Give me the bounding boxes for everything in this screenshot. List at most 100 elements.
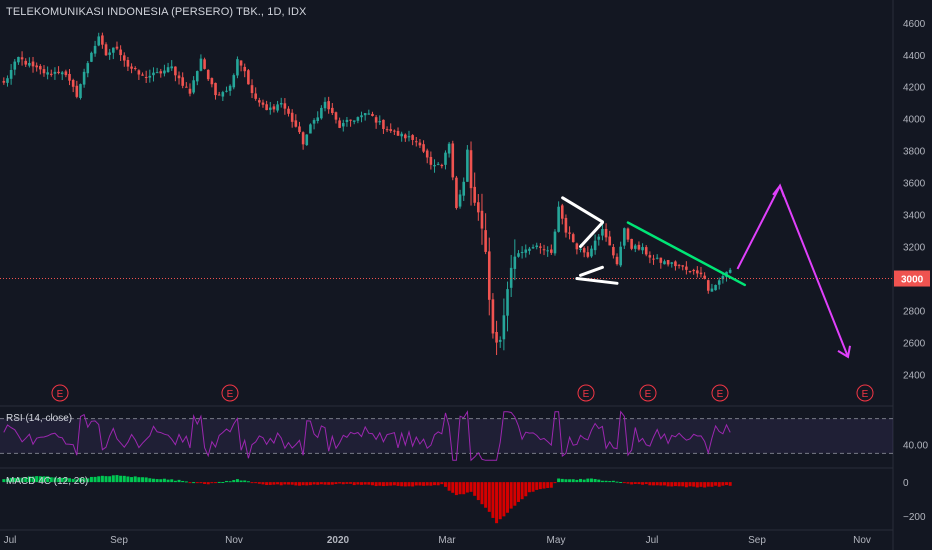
candle-body <box>199 58 203 71</box>
macd-bar <box>349 482 353 484</box>
candle-body <box>407 136 411 138</box>
macd-bar <box>290 482 294 485</box>
macd-bar <box>509 482 513 509</box>
candle-body <box>535 245 539 248</box>
candle-body <box>619 246 622 266</box>
earnings-marker <box>51 384 69 402</box>
rsi-title: RSI (14, close) <box>6 413 73 424</box>
macd-bar <box>64 477 68 483</box>
candle-body <box>6 78 9 83</box>
candle-body <box>39 66 42 70</box>
candle-body <box>513 256 517 269</box>
candle-body <box>371 113 374 117</box>
macd-bar <box>93 476 97 483</box>
macd-bar <box>626 482 630 484</box>
earnings-marker <box>221 384 239 402</box>
candle-body <box>316 117 320 121</box>
macd-bar <box>392 482 396 486</box>
candle-body <box>363 113 367 116</box>
candle-body <box>137 70 141 75</box>
candle-body <box>141 74 144 76</box>
candle-body <box>688 271 692 273</box>
macd-bar <box>228 481 232 483</box>
macd-bar <box>538 482 542 490</box>
candle-body <box>352 120 356 122</box>
macd-bar <box>571 479 575 483</box>
macd-bar <box>549 482 553 488</box>
candle-body <box>579 248 582 250</box>
candle-body <box>221 92 225 97</box>
macd-bar <box>670 482 674 487</box>
candle-body <box>706 280 710 291</box>
macd-bar <box>254 482 258 484</box>
macd-bar <box>13 477 17 483</box>
candle-body <box>2 81 6 83</box>
y-tick-label: 2400 <box>903 370 926 381</box>
macd-bar <box>111 475 115 483</box>
macd-bar <box>327 482 331 485</box>
earnings-marker <box>639 384 657 402</box>
candle-body <box>728 269 732 273</box>
macd-bar <box>454 482 458 496</box>
x-tick-label: Sep <box>110 535 128 546</box>
candle-body <box>652 258 655 260</box>
macd-bar <box>440 482 444 485</box>
macd-bar <box>513 482 517 506</box>
macd-bar <box>600 480 604 483</box>
macd-bar <box>2 479 6 483</box>
candle-body <box>57 71 60 74</box>
candle-body <box>633 245 637 249</box>
macd-bar <box>173 480 177 483</box>
macd-bar <box>378 482 382 486</box>
macd-bar <box>462 482 466 495</box>
macd-bar <box>593 479 597 483</box>
candle-body <box>338 120 341 128</box>
candle-body <box>265 104 268 111</box>
macd-bar <box>619 482 623 484</box>
candle-body <box>677 264 681 266</box>
candle-body <box>163 70 166 74</box>
macd-bar <box>586 478 590 483</box>
candle-body <box>228 85 232 91</box>
macd-bar <box>692 482 696 487</box>
macd-bar <box>469 482 473 492</box>
candle-body <box>458 194 462 207</box>
candle-body <box>612 247 615 256</box>
macd-bar <box>491 482 495 518</box>
candle-body <box>188 88 192 94</box>
triangle-inner-line <box>579 221 604 249</box>
macd-bar <box>542 482 546 489</box>
candle-body <box>663 261 666 265</box>
macd-bar <box>38 476 42 483</box>
macd-bar <box>673 482 677 487</box>
macd-bar <box>659 482 663 486</box>
macd-bar <box>78 477 82 483</box>
candle-body <box>644 247 648 255</box>
downtrend-line <box>626 221 747 287</box>
macd-bar <box>341 482 345 485</box>
macd-bar <box>301 482 305 486</box>
candle-body <box>568 232 571 234</box>
macd-bar <box>316 482 320 485</box>
candle-body <box>101 35 104 45</box>
macd-bar <box>159 479 163 483</box>
candle-body <box>487 251 491 300</box>
macd-bar <box>195 482 199 484</box>
candle-body <box>473 186 476 203</box>
macd-bar <box>579 478 583 483</box>
macd-bar <box>133 476 137 483</box>
macd-bar <box>42 476 46 483</box>
macd-bar <box>425 482 429 486</box>
macd-bar <box>119 475 123 483</box>
macd-bar <box>177 479 181 483</box>
candle-body <box>115 46 119 49</box>
macd-bar <box>516 482 520 502</box>
macd-bar <box>330 482 334 485</box>
candle-body <box>122 55 126 61</box>
macd-bar <box>422 482 426 486</box>
candle-body <box>710 288 714 292</box>
candle-body <box>389 129 393 131</box>
candle-body <box>422 144 425 152</box>
macd-bar <box>611 480 615 483</box>
macd-bar <box>447 482 451 491</box>
